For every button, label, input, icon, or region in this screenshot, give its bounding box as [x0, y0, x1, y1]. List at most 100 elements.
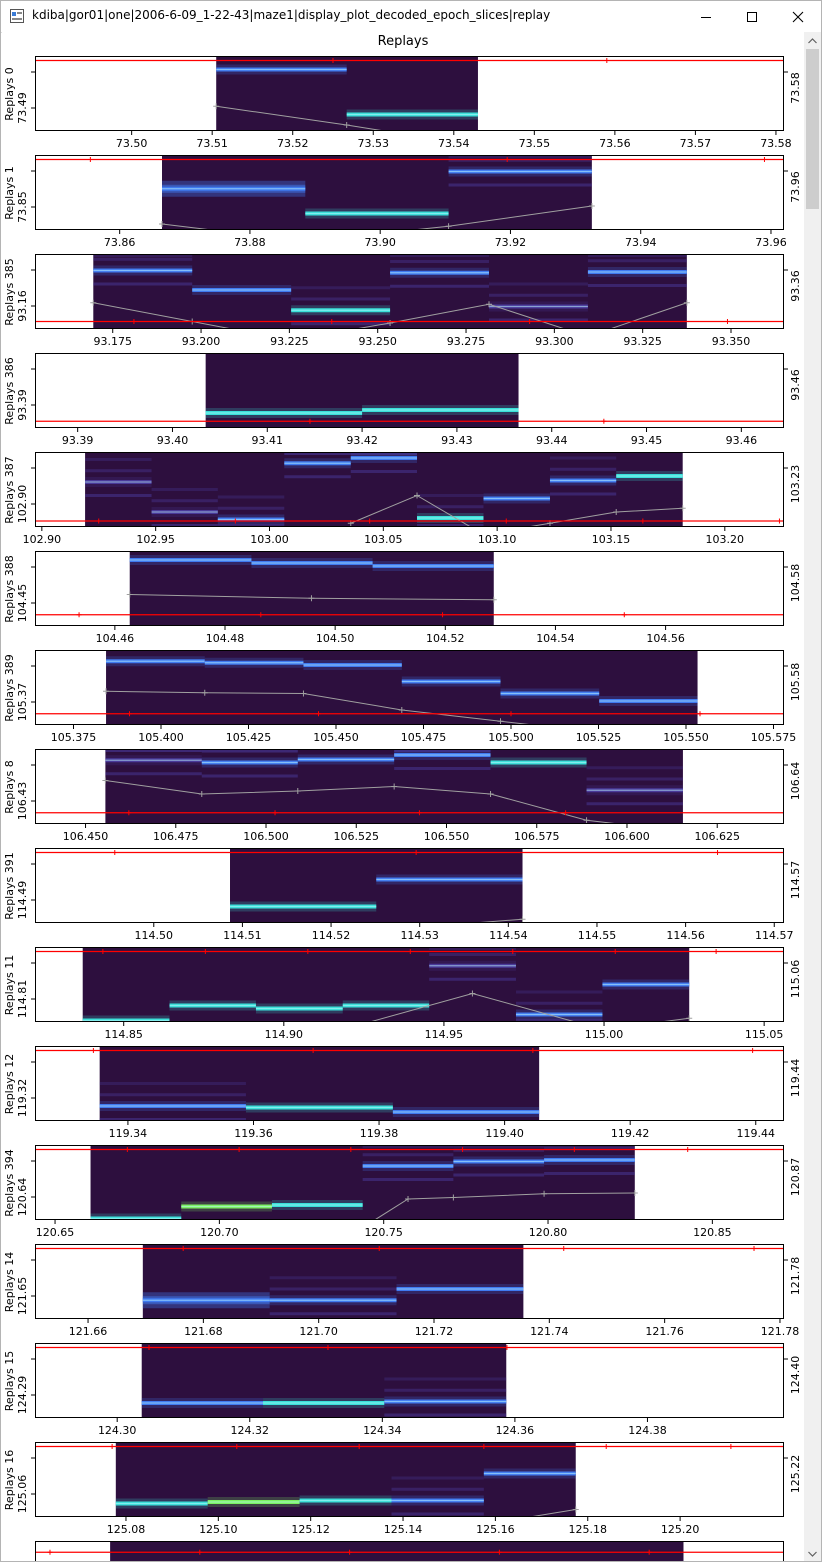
posterior-bin: [500, 688, 600, 699]
track-marker: [724, 319, 730, 324]
posterior-bin: [205, 408, 363, 418]
axes-frame: [35, 254, 784, 329]
track-marker: [316, 711, 321, 717]
track-marker: [612, 949, 618, 954]
x-tick-label: 102.95: [136, 533, 175, 546]
axes-frame: [35, 1046, 784, 1121]
trajectory-marker: [102, 777, 109, 784]
figure-canvas: Replays 73.50 73.51 73.52 73.53 73.54 73.55 73…: [2, 32, 804, 1561]
x-tick-label: 103.20: [706, 533, 745, 546]
y-tick-label-right: 105.58: [789, 663, 802, 702]
posterior-bin: [376, 874, 523, 885]
x-tick-label: 93.225: [270, 335, 309, 348]
x-tick-label: 73.90: [364, 236, 396, 249]
track-marker: [530, 1048, 536, 1053]
close-button[interactable]: [775, 1, 821, 32]
posterior-bin: [384, 1377, 507, 1417]
posterior-bin: [429, 947, 516, 981]
track-marker: [713, 949, 719, 954]
track-marker: [330, 58, 336, 63]
track-marker: [460, 1147, 466, 1152]
subplot-1: 73.86 73.88 73.90 73.92 73.94 73.96 73.85 73.96…: [3, 155, 802, 249]
plot-area: [35, 452, 784, 527]
x-tick-label: 121.72: [415, 1325, 454, 1338]
close-icon: [792, 11, 804, 22]
posterior-bin: [230, 901, 377, 912]
y-tick-label-left: 120.64: [16, 1178, 29, 1217]
posterior-bin: [263, 1398, 385, 1408]
y-tick-label-right: 93.46: [789, 369, 802, 401]
y-tick-label-left: 104.45: [16, 584, 29, 623]
y-axis-label: Replays 12: [3, 1054, 16, 1114]
track-marker: [87, 157, 93, 162]
y-tick-label-left: 73.85: [16, 191, 29, 223]
track-marker: [481, 1444, 487, 1449]
subplot-9: 114.85 114.90 114.95 115.00 115.05 114.81 115.…: [3, 947, 802, 1041]
track-marker: [310, 1048, 316, 1053]
scroll-thumb[interactable]: [806, 49, 819, 209]
trajectory-marker: [159, 221, 166, 227]
scroll-down-button[interactable]: [804, 1545, 821, 1561]
subplot-3: 93.39 93.40 93.41 93.42 93.43 93.44 93.45 93.46…: [3, 353, 802, 447]
y-tick-label-right: 121.78: [789, 1257, 802, 1296]
trajectory-marker: [90, 299, 97, 306]
x-tick-label: 119.42: [611, 1127, 650, 1140]
posterior-bin: [586, 766, 683, 806]
subplot-8: 114.50 114.51 114.52 114.53 114.54 114.55 114.…: [3, 848, 802, 942]
trajectory-marker: [585, 334, 591, 340]
track-marker: [96, 518, 102, 524]
app-icon: [10, 9, 24, 23]
y-tick-label-left: 125.06: [16, 1475, 29, 1514]
posterior-bin: [599, 696, 698, 706]
subplot-2: 93.175 93.200 93.225 93.250 93.275 93.300 93.3…: [3, 254, 802, 348]
subplots: 73.50 73.51 73.52 73.53 73.54 73.55 73.56 73.57…: [3, 56, 802, 1561]
y-tick-label-right: 119.44: [789, 1059, 802, 1098]
subplot-15: 7: [35, 1541, 784, 1561]
y-tick-label-right: 114.57: [789, 861, 802, 900]
track-marker: [100, 949, 106, 954]
scroll-up-button[interactable]: [804, 32, 821, 49]
trajectory-marker: [343, 122, 350, 128]
posterior-bin: [390, 254, 489, 288]
posterior-bin: [448, 155, 592, 187]
y-tick-label-right: 104.58: [789, 564, 802, 603]
x-tick-label: 73.58: [760, 137, 792, 150]
x-tick-label: 114.85: [104, 1028, 143, 1041]
posterior-bin: [216, 64, 347, 75]
minimize-button[interactable]: [683, 1, 729, 32]
x-tick-label: 105.400: [138, 731, 184, 744]
y-tick-label-right: 73.96: [789, 171, 802, 203]
x-tick-label: 125.14: [384, 1523, 423, 1536]
maximize-icon: [747, 11, 757, 22]
maximize-button[interactable]: [729, 1, 775, 32]
track-marker: [776, 518, 782, 524]
x-tick-label: 103.15: [592, 533, 631, 546]
posterior-bin: [162, 180, 306, 197]
track-marker: [685, 1147, 691, 1152]
track-marker: [272, 810, 278, 816]
x-tick-label: 114.90: [265, 1028, 304, 1041]
posterior-bin: [93, 254, 193, 286]
x-tick-label: 121.70: [299, 1325, 338, 1338]
subplot-4: 102.90 102.95 103.00 103.05 103.10 103.15 103.…: [3, 452, 802, 546]
x-tick-label: 120.75: [364, 1226, 403, 1239]
trajectory-marker: [308, 595, 315, 602]
posterior-bin: [616, 471, 683, 481]
track-marker: [504, 157, 510, 162]
title-bar[interactable]: kdiba|gor01|one|2006-6-09_1-22-43|maze1|…: [1, 1, 821, 33]
track-marker: [413, 850, 419, 855]
posterior-bin: [350, 452, 418, 473]
vertical-scrollbar[interactable]: [804, 32, 821, 1561]
trajectory-marker: [201, 689, 208, 696]
plot-area: [35, 650, 784, 725]
x-tick-label: 125.18: [568, 1523, 607, 1536]
posterior-bin: [299, 1495, 392, 1506]
trajectory-marker: [469, 990, 476, 997]
x-tick-label: 93.44: [536, 434, 568, 447]
posterior-bin: [105, 749, 202, 776]
x-tick-label: 93.250: [358, 335, 397, 348]
track-marker: [126, 810, 132, 816]
track-marker: [750, 1048, 756, 1053]
x-tick-label: 106.625: [694, 830, 740, 843]
trajectory-marker: [485, 301, 492, 308]
